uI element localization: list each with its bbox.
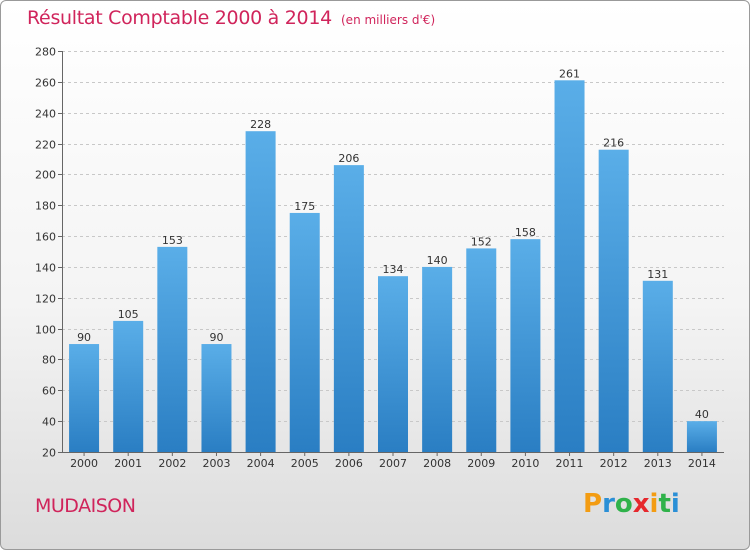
- data-label: 228: [250, 118, 271, 131]
- bar: [598, 149, 629, 452]
- x-tick-label: 2014: [688, 457, 716, 470]
- data-label: 206: [338, 152, 359, 165]
- bar: [642, 280, 673, 452]
- y-tick-label: 240: [35, 108, 56, 121]
- x-tick-label: 2010: [511, 457, 539, 470]
- logo-letter: i: [670, 489, 680, 519]
- proxiti-logo[interactable]: Proxiti: [583, 489, 680, 519]
- bar: [157, 246, 188, 452]
- chart-title: Résultat Comptable 2000 à 2014: [27, 7, 332, 29]
- bar: [201, 344, 232, 452]
- x-tick-label: 2011: [556, 457, 584, 470]
- commune-name: MUDAISON: [35, 495, 136, 517]
- logo-letter: o: [614, 489, 633, 519]
- logo-letter: r: [602, 489, 615, 519]
- x-tick-label: 2002: [158, 457, 186, 470]
- chart-subtitle: (en milliers d'€): [341, 13, 436, 27]
- bar: [333, 165, 364, 452]
- y-tick-label: 40: [42, 416, 56, 429]
- bar: [378, 276, 408, 452]
- x-tick-label: 2003: [202, 457, 230, 470]
- y-tick-label: 60: [42, 385, 56, 398]
- logo-letter: i: [649, 489, 659, 519]
- logo-letter: x: [632, 489, 650, 519]
- data-label: 131: [647, 268, 668, 281]
- data-label: 261: [559, 67, 580, 80]
- data-label: 175: [294, 200, 315, 213]
- x-tick-label: 2005: [291, 457, 319, 470]
- data-label: 158: [515, 226, 536, 239]
- y-tick-label: 260: [35, 77, 56, 90]
- bar: [466, 248, 497, 452]
- bar: [245, 131, 276, 452]
- bar: [289, 212, 320, 452]
- y-tick-label: 160: [35, 231, 56, 244]
- y-tick-label: 80: [42, 354, 56, 367]
- data-label: 216: [603, 137, 624, 150]
- x-tick-label: 2001: [114, 457, 142, 470]
- x-tick-label: 2006: [335, 457, 363, 470]
- y-tick-label: 220: [35, 139, 56, 152]
- data-label: 134: [383, 263, 404, 276]
- y-tick-label: 120: [35, 293, 56, 306]
- data-label: 105: [118, 308, 139, 321]
- axes: [58, 51, 724, 456]
- data-label: 152: [471, 235, 492, 248]
- bar: [686, 421, 717, 452]
- data-label: 90: [77, 331, 91, 344]
- bars: [69, 80, 717, 453]
- y-tick-label: 180: [35, 200, 56, 213]
- bar: [510, 239, 541, 452]
- x-tick-label: 2008: [423, 457, 451, 470]
- logo-letter: P: [583, 489, 603, 519]
- data-label: 40: [695, 408, 709, 421]
- bar: [69, 344, 100, 452]
- x-tick-label: 2012: [600, 457, 628, 470]
- x-tick-label: 2013: [644, 457, 672, 470]
- data-label: 153: [162, 234, 183, 247]
- x-tick-label: 2004: [247, 457, 275, 470]
- y-tick-label: 20: [42, 447, 56, 460]
- labels: 20 40 60 80 100 120 140 160 180 200 220 240 260 280 90…: [35, 46, 716, 471]
- data-label: 140: [427, 254, 448, 267]
- bar: [113, 320, 144, 452]
- y-tick-label: 280: [35, 46, 56, 59]
- logo-letter: t: [658, 489, 671, 519]
- x-tick-label: 2009: [467, 457, 495, 470]
- bar: [554, 80, 585, 453]
- bar: [422, 266, 453, 452]
- x-tick-label: 2007: [379, 457, 407, 470]
- data-label: 90: [209, 331, 223, 344]
- y-tick-label: 140: [35, 262, 56, 275]
- x-tick-label: 2000: [70, 457, 98, 470]
- y-tick-label: 200: [35, 169, 56, 182]
- y-tick-label: 100: [35, 324, 56, 337]
